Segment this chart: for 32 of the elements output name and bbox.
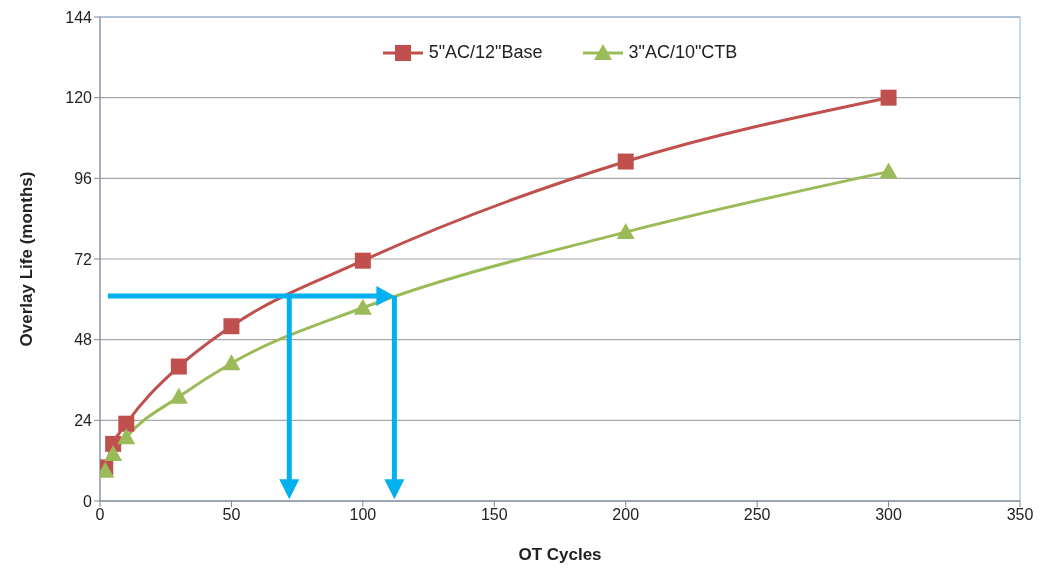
legend-label: 3"AC/10"CTB [628,42,738,63]
x-tick-label: 100 [349,506,377,524]
point [880,89,897,106]
x-tick-label: 150 [480,506,508,524]
point [353,298,372,315]
x-axis-title: OT Cycles [518,545,602,564]
point [104,444,123,461]
y-tick-label: 120 [65,89,93,107]
x-tick-label: 0 [95,506,105,524]
x-tick-label: 350 [1006,506,1034,524]
y-tick-label: 96 [74,170,93,188]
point [170,358,187,375]
point [354,252,371,269]
y-axis-title: Overlay Life (months) [17,171,37,347]
point [222,354,241,371]
y-tick-label: 72 [74,250,93,268]
point [879,162,898,179]
x-tick-label: 300 [875,506,903,524]
legend-label: 5"AC/12"Base [428,42,543,63]
point [617,153,634,170]
point [169,387,188,404]
y-tick-label: 144 [65,8,93,26]
y-tick-label: 24 [74,412,93,430]
point [616,223,635,240]
y-tick-label: 48 [74,331,93,349]
point [223,318,240,335]
point [118,415,135,432]
x-tick-label: 200 [612,506,640,524]
x-tick-label: 250 [743,506,771,524]
point [117,428,136,445]
x-tick-label: 50 [222,506,241,524]
y-tick-label: 0 [83,492,93,510]
